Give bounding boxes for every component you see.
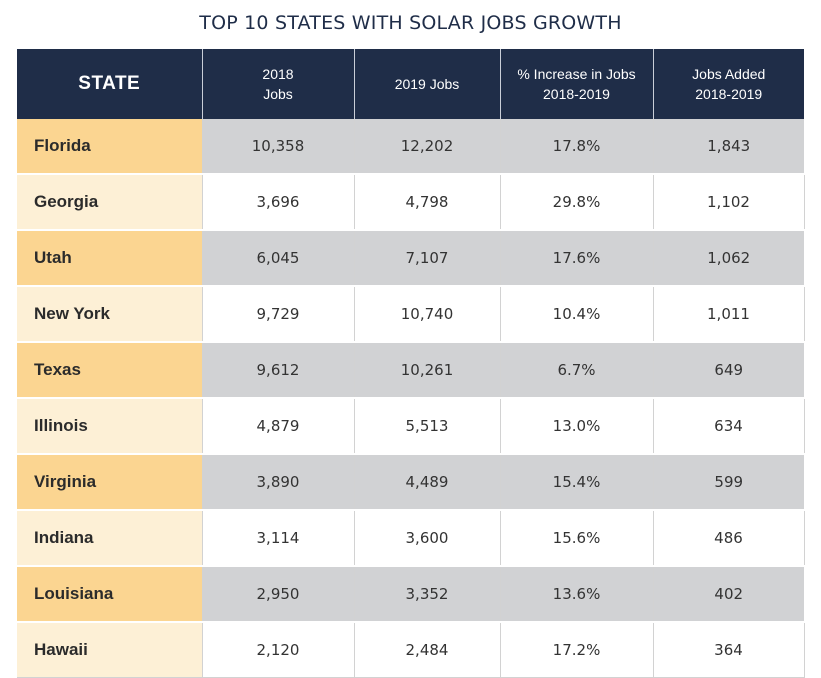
- percent-increase-cell: 15.6%: [499, 509, 654, 566]
- column-header-label: 2018-2019: [543, 86, 610, 102]
- percent-increase-cell: 17.6%: [499, 229, 653, 286]
- state-cell: Virginia: [17, 453, 202, 510]
- jobs-2019-cell: 3,600: [353, 509, 501, 566]
- jobs-2018-cell: 3,114: [201, 509, 355, 566]
- state-cell: Louisiana: [17, 565, 202, 622]
- jobs-added-cell: 486: [652, 509, 805, 566]
- state-cell: Texas: [17, 341, 202, 398]
- percent-increase-cell: 15.4%: [499, 453, 653, 510]
- column-header-label: Jobs Added: [692, 66, 766, 82]
- percent-increase-cell: 17.2%: [499, 621, 654, 678]
- column-header-state: STATE: [17, 49, 202, 119]
- percent-increase-cell: 29.8%: [499, 173, 654, 230]
- jobs-added-cell: 1,062: [652, 229, 804, 286]
- page-title: TOP 10 STATES WITH SOLAR JOBS GROWTH: [199, 12, 622, 34]
- table-row: Indiana 3,114 3,600 15.6% 486: [17, 509, 805, 566]
- column-header-label: 2018: [262, 66, 294, 82]
- percent-increase-cell: 17.8%: [499, 119, 653, 174]
- jobs-added-cell: 364: [652, 621, 805, 678]
- jobs-2019-cell: 2,484: [353, 621, 501, 678]
- column-header-label: STATE: [78, 73, 141, 94]
- jobs-2019-cell: 10,740: [353, 285, 501, 342]
- column-header-2018-jobs: 2018 Jobs: [201, 49, 354, 119]
- column-header-jobs-added: Jobs Added 2018-2019: [652, 49, 804, 119]
- jobs-added-cell: 649: [652, 341, 804, 398]
- jobs-2019-cell: 4,798: [353, 173, 501, 230]
- column-header-label: % Increase in Jobs: [517, 66, 636, 82]
- column-header-label: 2018-2019: [695, 86, 763, 102]
- jobs-2018-cell: 3,696: [201, 173, 355, 230]
- jobs-2018-cell: 2,120: [201, 621, 355, 678]
- percent-increase-cell: 13.0%: [499, 397, 654, 454]
- table-row: Georgia 3,696 4,798 29.8% 1,102: [17, 173, 805, 230]
- jobs-added-cell: 1,102: [652, 173, 805, 230]
- table-row: Louisiana 2,950 3,352 13.6% 402: [17, 565, 804, 622]
- jobs-2019-cell: 12,202: [353, 119, 500, 174]
- jobs-added-cell: 1,011: [652, 285, 805, 342]
- state-cell: Florida: [17, 119, 202, 174]
- jobs-2019-cell: 4,489: [353, 453, 500, 510]
- jobs-added-cell: 402: [652, 565, 804, 622]
- jobs-2018-cell: 6,045: [201, 229, 354, 286]
- table-row: Utah 6,045 7,107 17.6% 1,062: [17, 229, 804, 286]
- jobs-2018-cell: 10,358: [201, 119, 354, 174]
- state-cell: Georgia: [17, 173, 202, 230]
- jobs-2019-cell: 5,513: [353, 397, 501, 454]
- column-header-label: 2019 Jobs: [394, 76, 460, 92]
- jobs-2019-cell: 7,107: [353, 229, 500, 286]
- table-header-row: STATE 2018 Jobs 2019 Jobs % Increase in …: [17, 49, 804, 119]
- table-row: Virginia 3,890 4,489 15.4% 599: [17, 453, 804, 510]
- jobs-2018-cell: 9,612: [201, 341, 354, 398]
- column-header-percent-increase: % Increase in Jobs 2018-2019: [499, 49, 653, 119]
- table-row: New York 9,729 10,740 10.4% 1,011: [17, 285, 805, 342]
- table-row: Florida 10,358 12,202 17.8% 1,843: [17, 119, 804, 174]
- solar-jobs-table: STATE 2018 Jobs 2019 Jobs % Increase in …: [17, 49, 805, 678]
- jobs-2018-cell: 4,879: [201, 397, 355, 454]
- table-row: Illinois 4,879 5,513 13.0% 634: [17, 397, 805, 454]
- jobs-added-cell: 1,843: [652, 119, 804, 174]
- state-cell: Hawaii: [17, 621, 202, 678]
- jobs-added-cell: 599: [652, 453, 804, 510]
- table-row: Hawaii 2,120 2,484 17.2% 364: [17, 621, 805, 678]
- percent-increase-cell: 10.4%: [499, 285, 654, 342]
- state-cell: Illinois: [17, 397, 202, 454]
- percent-increase-cell: 13.6%: [499, 565, 653, 622]
- table-row: Texas 9,612 10,261 6.7% 649: [17, 341, 804, 398]
- state-cell: New York: [17, 285, 202, 342]
- percent-increase-cell: 6.7%: [499, 341, 653, 398]
- jobs-added-cell: 634: [652, 397, 805, 454]
- jobs-2019-cell: 3,352: [353, 565, 500, 622]
- jobs-2018-cell: 9,729: [201, 285, 355, 342]
- jobs-2018-cell: 2,950: [201, 565, 354, 622]
- state-cell: Utah: [17, 229, 202, 286]
- jobs-2019-cell: 10,261: [353, 341, 500, 398]
- state-cell: Indiana: [17, 509, 202, 566]
- jobs-2018-cell: 3,890: [201, 453, 354, 510]
- column-header-label: Jobs: [263, 86, 293, 102]
- column-header-2019-jobs: 2019 Jobs: [353, 49, 500, 119]
